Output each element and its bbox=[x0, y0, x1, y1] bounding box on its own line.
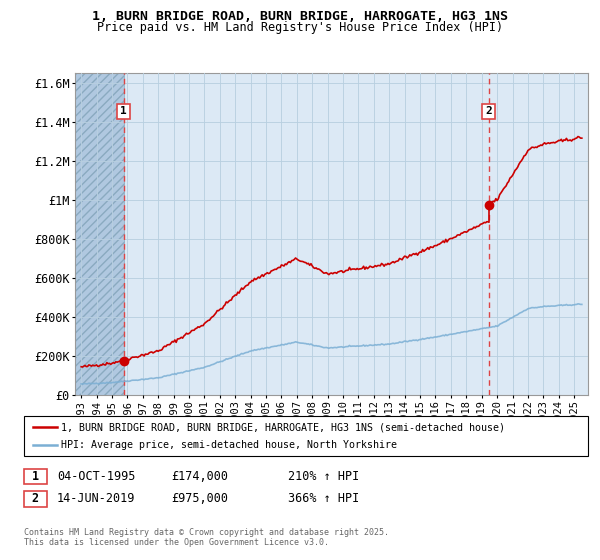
Text: 14-JUN-2019: 14-JUN-2019 bbox=[57, 492, 136, 506]
Text: 1: 1 bbox=[120, 106, 127, 116]
Text: HPI: Average price, semi-detached house, North Yorkshire: HPI: Average price, semi-detached house,… bbox=[61, 440, 397, 450]
Text: 04-OCT-1995: 04-OCT-1995 bbox=[57, 470, 136, 483]
Text: Contains HM Land Registry data © Crown copyright and database right 2025.
This d: Contains HM Land Registry data © Crown c… bbox=[24, 528, 389, 547]
Text: 210% ↑ HPI: 210% ↑ HPI bbox=[288, 470, 359, 483]
Polygon shape bbox=[75, 73, 124, 395]
Text: £975,000: £975,000 bbox=[171, 492, 228, 506]
Text: 1, BURN BRIDGE ROAD, BURN BRIDGE, HARROGATE, HG3 1NS: 1, BURN BRIDGE ROAD, BURN BRIDGE, HARROG… bbox=[92, 10, 508, 23]
Text: £174,000: £174,000 bbox=[171, 470, 228, 483]
Text: 2: 2 bbox=[485, 106, 492, 116]
Text: 2: 2 bbox=[32, 492, 39, 506]
Text: Price paid vs. HM Land Registry's House Price Index (HPI): Price paid vs. HM Land Registry's House … bbox=[97, 21, 503, 34]
Text: 366% ↑ HPI: 366% ↑ HPI bbox=[288, 492, 359, 506]
Text: 1: 1 bbox=[32, 470, 39, 483]
Text: 1, BURN BRIDGE ROAD, BURN BRIDGE, HARROGATE, HG3 1NS (semi-detached house): 1, BURN BRIDGE ROAD, BURN BRIDGE, HARROG… bbox=[61, 422, 505, 432]
